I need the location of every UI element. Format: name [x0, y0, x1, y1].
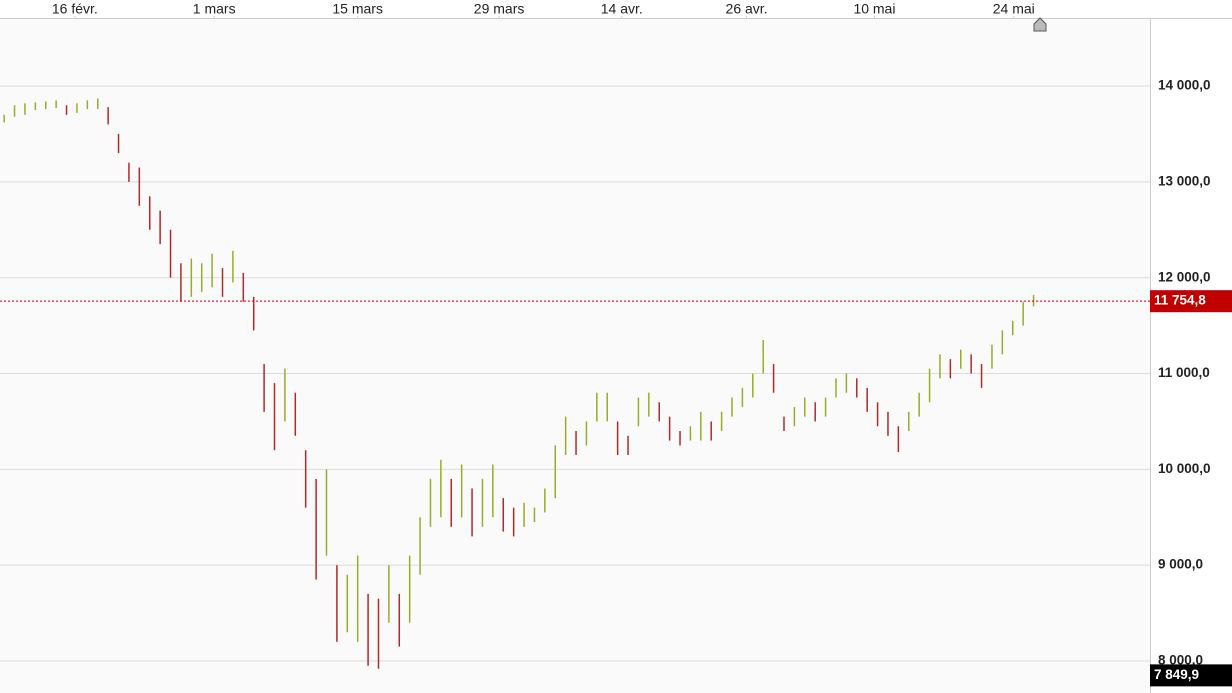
y-tick-label: 8 000,0	[1158, 653, 1203, 668]
y-tick-label: 12 000,0	[1158, 269, 1211, 284]
x-tick-label: 15 mars	[332, 1, 383, 17]
price-label: 7 849,9	[1154, 667, 1199, 682]
x-tick-label: 29 mars	[474, 1, 525, 17]
marker-icon	[1033, 17, 1047, 32]
x-tick-label: 10 mai	[853, 1, 895, 17]
price-box	[1150, 664, 1232, 687]
y-tick-label: 11 000,0	[1158, 365, 1210, 380]
y-tick-label: 10 000,0	[1158, 461, 1211, 476]
price-label: 11 754,8	[1154, 293, 1206, 308]
x-tick-label: 16 févr.	[52, 1, 98, 17]
x-tick-label: 14 avr.	[601, 1, 643, 17]
x-tick-label: 26 avr.	[726, 1, 768, 17]
x-tick-label: 24 mai	[993, 1, 1035, 17]
plot-area	[0, 18, 1150, 693]
y-tick-label: 9 000,0	[1158, 557, 1203, 572]
price-box	[1150, 290, 1232, 313]
y-tick-label: 13 000,0	[1158, 173, 1211, 188]
y-tick-label: 14 000,0	[1158, 78, 1211, 93]
x-tick-label: 1 mars	[193, 1, 236, 17]
